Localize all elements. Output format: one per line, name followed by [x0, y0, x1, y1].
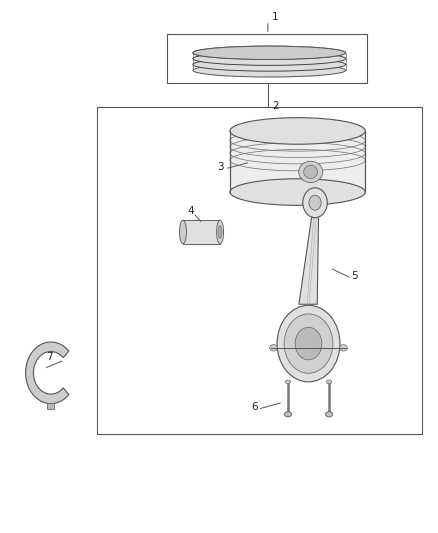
Ellipse shape: [180, 220, 187, 244]
Bar: [47, 402, 54, 409]
Text: 6: 6: [251, 402, 258, 412]
Ellipse shape: [325, 411, 332, 417]
Ellipse shape: [304, 165, 318, 179]
Polygon shape: [230, 131, 365, 192]
Ellipse shape: [284, 314, 333, 373]
Ellipse shape: [295, 327, 322, 360]
Text: 5: 5: [351, 271, 357, 281]
Ellipse shape: [326, 380, 332, 384]
Polygon shape: [299, 217, 318, 304]
Ellipse shape: [193, 46, 346, 60]
Ellipse shape: [339, 345, 347, 351]
Text: 3: 3: [217, 161, 223, 172]
Ellipse shape: [193, 46, 346, 60]
Text: 2: 2: [272, 101, 279, 111]
Ellipse shape: [193, 52, 346, 66]
Ellipse shape: [270, 345, 278, 351]
Bar: [183, 220, 220, 244]
Ellipse shape: [286, 380, 290, 384]
Ellipse shape: [217, 220, 223, 244]
Ellipse shape: [309, 195, 321, 210]
Text: 1: 1: [272, 12, 279, 22]
Ellipse shape: [285, 411, 291, 417]
Ellipse shape: [277, 305, 340, 382]
Ellipse shape: [230, 179, 365, 205]
Wedge shape: [25, 342, 69, 403]
Ellipse shape: [230, 118, 365, 144]
Bar: [166, 34, 367, 83]
Ellipse shape: [193, 63, 346, 77]
Bar: [97, 107, 422, 434]
Ellipse shape: [303, 188, 327, 217]
Ellipse shape: [299, 161, 323, 182]
Ellipse shape: [218, 225, 222, 238]
Ellipse shape: [193, 58, 346, 71]
Text: 7: 7: [46, 352, 52, 361]
Text: 4: 4: [187, 206, 194, 216]
